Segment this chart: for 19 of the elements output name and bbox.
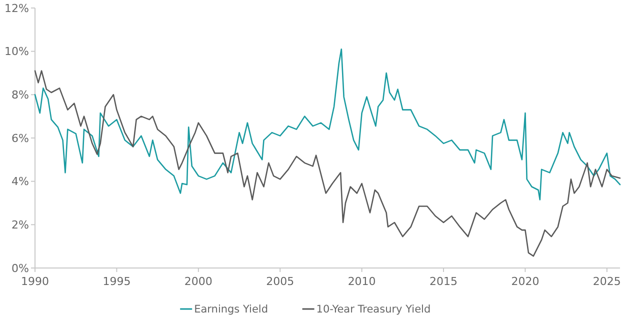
y-tick-label: 0%	[12, 262, 29, 275]
y-tick-label: 6%	[12, 132, 29, 145]
y-tick-label: 2%	[12, 218, 29, 232]
line-series	[34, 48, 621, 200]
legend-label: 10-Year Treasury Yield	[316, 304, 431, 316]
legend-label: Earnings Yield	[194, 304, 268, 316]
x-tick-label: 2015	[430, 275, 458, 288]
x-tick-label: 2020	[511, 275, 540, 288]
x-tick-label: 2000	[184, 275, 212, 288]
y-tick-label: 12%	[4, 2, 29, 15]
line-series	[34, 70, 621, 257]
y-tick-label: 10%	[4, 45, 29, 58]
x-tick-label: 2010	[348, 275, 376, 288]
x-tick-label: 2005	[266, 275, 294, 288]
x-tick-label: 1990	[21, 275, 49, 288]
x-tick-label: 1995	[102, 275, 131, 288]
y-tick-label: 8%	[12, 88, 29, 102]
y-tick-label: 4%	[12, 175, 29, 188]
x-tick-label: 2025	[592, 275, 621, 288]
